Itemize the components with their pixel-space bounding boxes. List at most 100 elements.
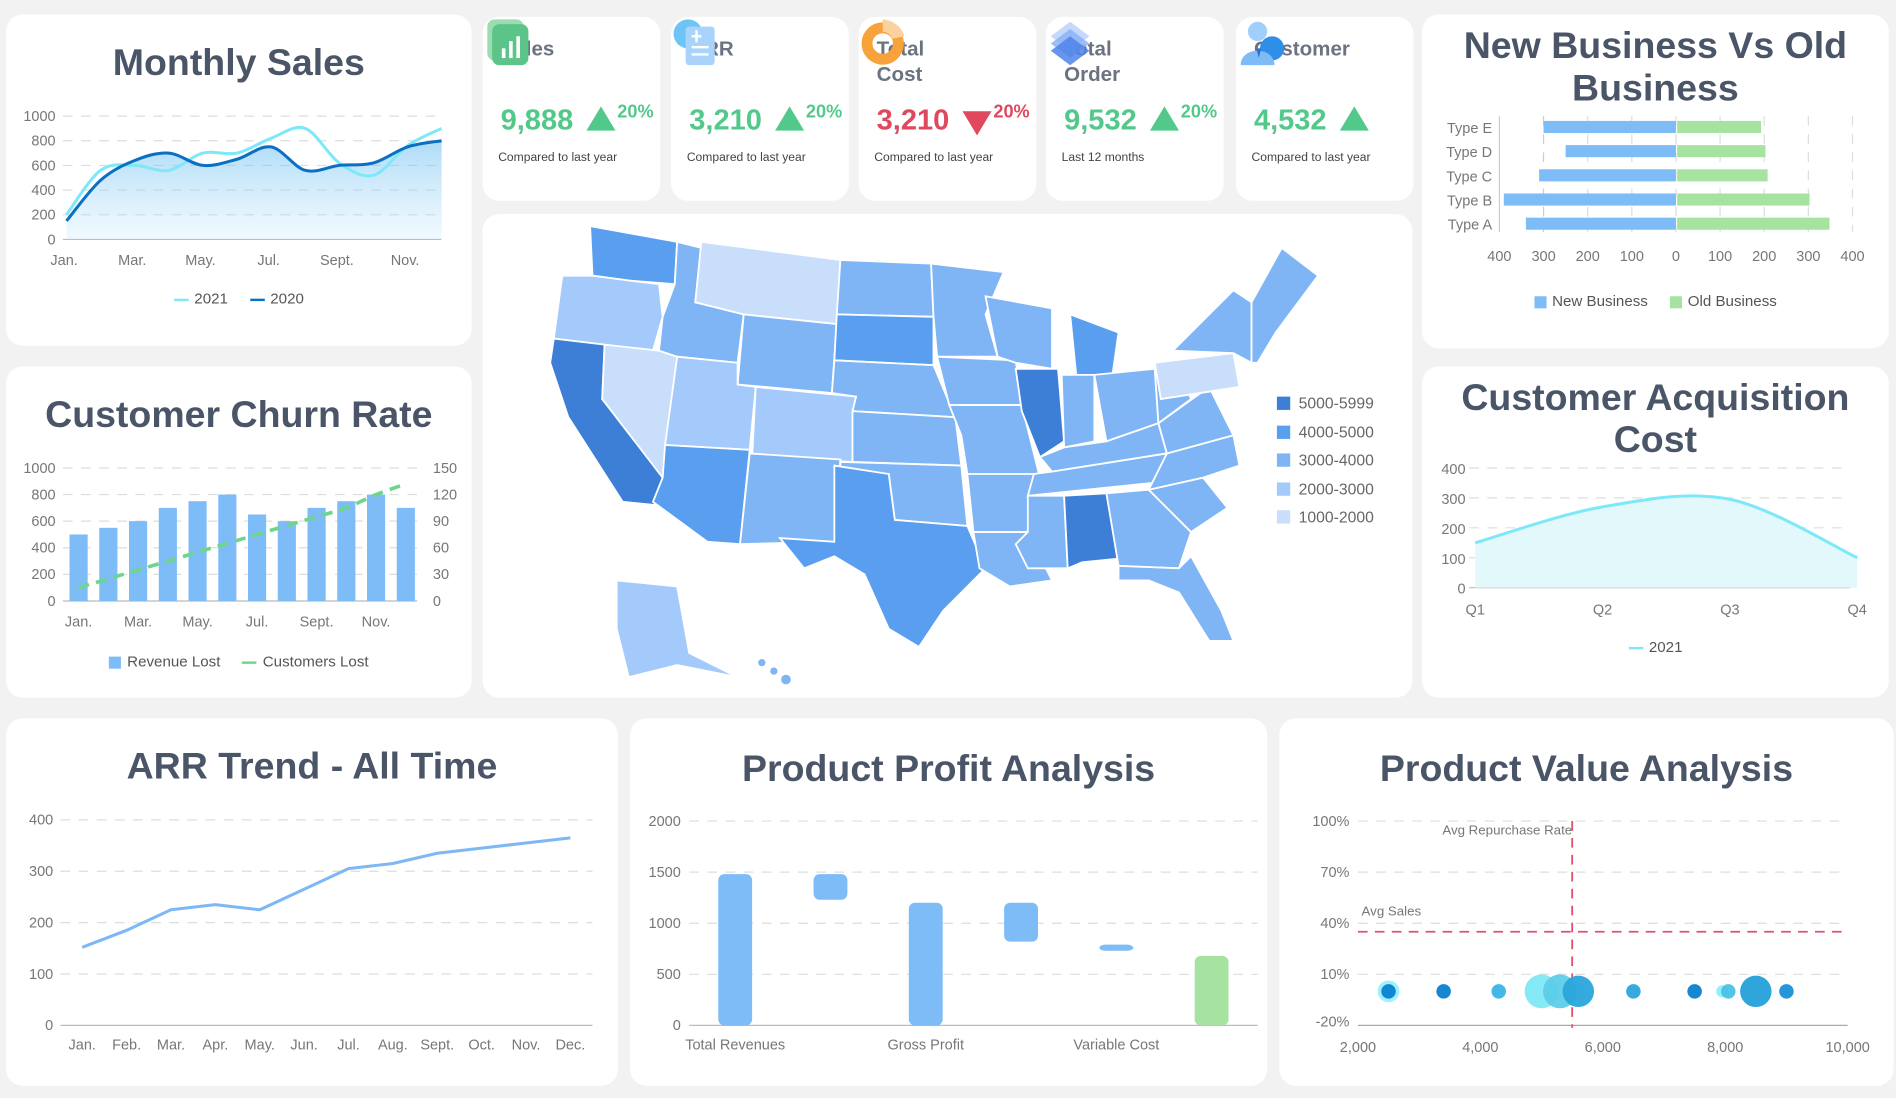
- y-tick-label: 400: [31, 541, 55, 557]
- y-tick-label: 70%: [1320, 865, 1349, 881]
- us-map: [549, 225, 1320, 685]
- bar-revenue-lost: [248, 514, 267, 601]
- bar-revenue-lost: [158, 507, 177, 601]
- bar-revenue-lost: [366, 494, 386, 601]
- y-tick-label: 0: [45, 1018, 53, 1034]
- waterfall-bar: [1194, 955, 1229, 1026]
- state-texas: [777, 464, 987, 649]
- legend-item[interactable]: 2020: [249, 290, 304, 307]
- legend-item[interactable]: Customers Lost: [242, 653, 369, 670]
- x-tick-label: Mar.: [124, 614, 152, 630]
- kpi-change: 20%: [993, 101, 1030, 123]
- kpi-card-total-order: Total Order 9,532 20% Last 12 months: [1045, 16, 1224, 201]
- scatter-point: [1562, 975, 1595, 1008]
- new-vs-old-business-card: New Business Vs Old Business 400 300 200 10…: [1422, 14, 1889, 349]
- x-tick-label: Feb.: [112, 1038, 141, 1054]
- trend-down-icon: [961, 111, 991, 136]
- legend-swatch: [1276, 510, 1291, 524]
- y-tick-label: 600: [31, 514, 55, 530]
- series-area-2020: [66, 140, 442, 240]
- state-arizona: [651, 444, 751, 546]
- legend-label: 2000-3000: [1298, 479, 1374, 498]
- x-tick-label: Gross Profit: [887, 1038, 964, 1054]
- legend-item[interactable]: Old Business: [1669, 293, 1777, 310]
- map-legend-item[interactable]: 4000-5000: [1276, 418, 1374, 446]
- y-tick-label: 300: [1441, 492, 1465, 508]
- legend-item[interactable]: 2021: [1628, 638, 1682, 655]
- kpi-value: 9,532: [1064, 103, 1137, 137]
- cac-chart: 0 100 200 300 400 Q1 Q2 Q3 Q4: [1441, 462, 1867, 618]
- bar-revenue-lost: [129, 521, 148, 601]
- legend-label: 2021: [194, 290, 228, 308]
- x-tick-label: Mar.: [118, 253, 146, 269]
- bar-new-business: [1565, 145, 1676, 158]
- bar-revenue-lost: [337, 501, 356, 601]
- kpi-card-total-cost: Total Cost 3,210 20% Compared to last ye…: [858, 16, 1037, 201]
- trend-up-icon: [1339, 106, 1369, 131]
- legend-item[interactable]: Revenue Lost: [109, 653, 220, 670]
- chart-legend: 2021 2020: [6, 290, 472, 307]
- bar-new-business: [1525, 217, 1676, 230]
- x-tick-label: Sept.: [300, 614, 334, 630]
- state-florida: [1117, 554, 1235, 642]
- x-tick-label: 300: [1796, 249, 1820, 265]
- map-legend-item[interactable]: 5000-5999: [1276, 389, 1374, 417]
- y-tick-label: 100: [29, 967, 53, 983]
- product-profit-card: Product Profit Analysis 0 500 1000 1500 2000…: [629, 718, 1268, 1086]
- x-tick-label: 200: [1752, 249, 1776, 265]
- bar-old-business: [1677, 193, 1810, 206]
- x-tick-label: May.: [182, 614, 212, 630]
- invoice-icon: [673, 19, 715, 66]
- x-tick-label: Mar.: [157, 1038, 185, 1054]
- legend-item[interactable]: New Business: [1533, 293, 1648, 310]
- legend-item[interactable]: 2021: [173, 290, 228, 308]
- y-tick-label: 10%: [1320, 967, 1349, 983]
- map-legend-item[interactable]: 3000-4000: [1276, 446, 1374, 474]
- y-tick-label: 500: [657, 967, 681, 983]
- bar-old-business: [1677, 217, 1830, 230]
- chart-title: Customer Churn Rate: [45, 392, 433, 436]
- state-wisconsin: [984, 295, 1053, 370]
- bar-new-business: [1503, 193, 1676, 206]
- x-tick-label: Jul.: [257, 253, 280, 269]
- x-tick-label: 300: [1531, 249, 1555, 265]
- series-line-2021: [65, 125, 443, 216]
- chart-title: Customer Acquisition Cost: [1461, 376, 1850, 461]
- y-tick-label: 400: [29, 813, 53, 829]
- bar-old-business: [1677, 145, 1766, 158]
- kpi-value: 3,210: [689, 103, 762, 137]
- kpi-note: Compared to last year: [1251, 151, 1371, 165]
- x-tick-label: Aug.: [378, 1038, 408, 1054]
- scatter-point: [1491, 984, 1506, 999]
- x-tick-label: Jan.: [69, 1038, 96, 1054]
- map-legend-item[interactable]: 2000-3000: [1276, 475, 1374, 503]
- legend-label: 1000-2000: [1298, 507, 1374, 527]
- state-georgia: [1105, 488, 1193, 570]
- x-tick-label: Q1: [1466, 602, 1485, 618]
- kpi-value: 9,888: [500, 103, 574, 137]
- trend-up-icon: [1149, 106, 1179, 131]
- kpi-change: 20%: [805, 101, 843, 123]
- arr-trend-card: ARR Trend - All Time 0 100 200 300 400 Jan. Fe…: [6, 718, 618, 1086]
- x-tick-label: Jun.: [290, 1038, 317, 1054]
- waterfall-bar: [1099, 944, 1134, 951]
- y-tick-label: 1000: [23, 109, 55, 125]
- state-new-york: [1170, 289, 1253, 365]
- chart-title: Monthly Sales: [112, 41, 365, 84]
- scatter-point: [1436, 984, 1451, 999]
- kpi-value: 3,210: [876, 103, 950, 137]
- map-legend-item[interactable]: 1000-2000: [1276, 503, 1374, 531]
- chart-legend: Revenue Lost Customers Lost: [6, 653, 472, 670]
- legend-swatch: [1276, 481, 1291, 496]
- x-tick-label: Q2: [1593, 602, 1612, 618]
- state-colorado: [751, 385, 858, 463]
- x-tick-label: Dec.: [555, 1038, 585, 1054]
- state-south-dakota: [833, 313, 935, 367]
- series-line-2020: [65, 139, 442, 222]
- y-tick-label: Type E: [1447, 121, 1492, 137]
- legend-label: Revenue Lost: [127, 652, 221, 670]
- legend-label: 5000-5999: [1298, 394, 1374, 413]
- waterfall-bar: [718, 874, 753, 1026]
- x-tick-label: Jul.: [246, 614, 269, 630]
